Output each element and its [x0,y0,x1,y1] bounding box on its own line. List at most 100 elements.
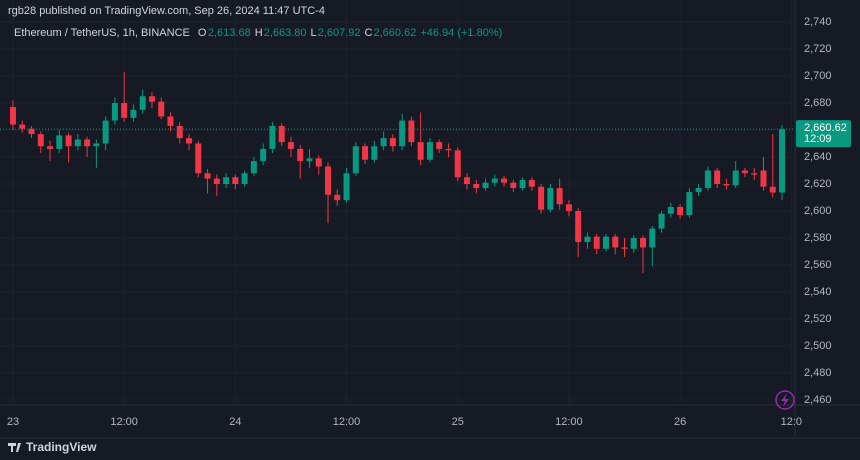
candle-body [186,138,193,144]
candle-body [241,173,248,185]
ohlc-legend: O 2,613.68 H 2,663.80 L 2,607.92 C 2,660.62 +46.… [198,27,502,39]
candle-body [704,170,711,189]
candle-body [612,236,619,248]
y-tick-label: 2,580 [804,232,832,244]
symbol[interactable]: Ethereum / TetherUS, 1h, BINANCE [14,27,190,39]
candle-body [436,142,443,149]
candle-body [250,161,257,174]
y-tick-label: 2,460 [804,394,832,406]
candle-body [204,173,211,179]
x-tick-label: 12:0 [781,416,802,428]
candle-body [630,238,637,249]
candle-body [667,206,674,214]
change-label: +46.94 (+1.80%) [420,27,502,39]
candle-body [47,146,54,149]
candle-body [677,206,684,216]
candle-body [167,116,174,126]
candle-body [575,211,582,243]
candle-body [297,148,304,162]
candle-body [538,186,545,210]
candle-body [74,139,81,147]
candle-body [640,238,647,248]
candle-body [602,236,609,249]
candle-body [556,188,563,205]
candle-body [334,194,341,201]
candle-body [158,101,165,117]
y-tick-label: 2,500 [804,340,832,352]
x-tick-label: 12:00 [333,416,361,428]
candle-body [501,178,508,183]
candle-body [565,204,572,212]
legend-key: C [364,27,372,39]
x-tick-label: 25 [452,416,464,428]
candle-body [269,125,276,149]
x-tick-label: 12:00 [555,416,583,428]
candle-body [380,138,387,147]
candle-body [491,178,498,183]
candle-body [84,139,91,147]
legend-value: 2,660.62 [373,27,416,39]
candle-body [584,236,591,243]
x-tick-label: 24 [229,416,241,428]
y-tick-label: 2,600 [804,205,832,217]
candle-body [760,170,767,187]
candle-body [343,173,350,201]
icon-circle [775,390,795,410]
candle-body [779,129,786,193]
candle-body [278,125,285,143]
candle-body [547,188,554,210]
candle-body [510,182,517,189]
candle-body [482,182,489,189]
candles [0,71,795,274]
candle-body [325,166,332,195]
candle-body [473,184,480,189]
candle-body [176,125,183,139]
candle-body [232,177,239,185]
x-tick-label: 23 [7,416,19,428]
candle-body [111,103,118,121]
candle-body [408,120,415,143]
candle-body [741,170,748,174]
candle-body [130,109,137,118]
candle-body [519,179,526,189]
y-tick-label: 2,620 [804,178,832,190]
legend-key: L [311,27,317,39]
brand: TradingView [26,440,97,454]
candle-body [445,148,452,151]
icon-bolt [781,393,789,407]
y-tick-label: 2,480 [804,367,832,379]
candle-body [102,120,109,144]
candle-body [139,96,146,110]
candle-body [213,178,220,185]
candle-body [306,158,313,162]
legend-value: 2,663.80 [264,27,307,39]
candle-body [621,247,628,249]
candle-body [463,177,470,185]
y-tick-label: 2,520 [804,313,832,325]
candle-body [593,236,600,249]
candle-body [417,142,424,160]
snapshot-icon [775,390,795,410]
candle-body [121,103,128,118]
candle-body [223,177,230,185]
candle-body [9,107,16,125]
candle-body [751,173,758,175]
legend-key: O [198,27,207,39]
candle-body [399,120,406,147]
last-price-tag [796,120,851,148]
last-price-label: 2,660.62 [804,122,847,134]
candle-body [19,124,26,129]
x-tick-label: 26 [674,416,686,428]
candle-body [454,150,461,178]
legend-key: H [255,27,263,39]
candle-body [769,186,776,193]
candle-body [686,192,693,216]
y-tick-label: 2,560 [804,259,832,271]
y-tick-label: 2,740 [804,16,832,28]
y-tick-label: 2,720 [804,43,832,55]
candle-body [732,170,739,186]
y-tick-label: 2,540 [804,286,832,298]
candle-body [649,228,656,248]
